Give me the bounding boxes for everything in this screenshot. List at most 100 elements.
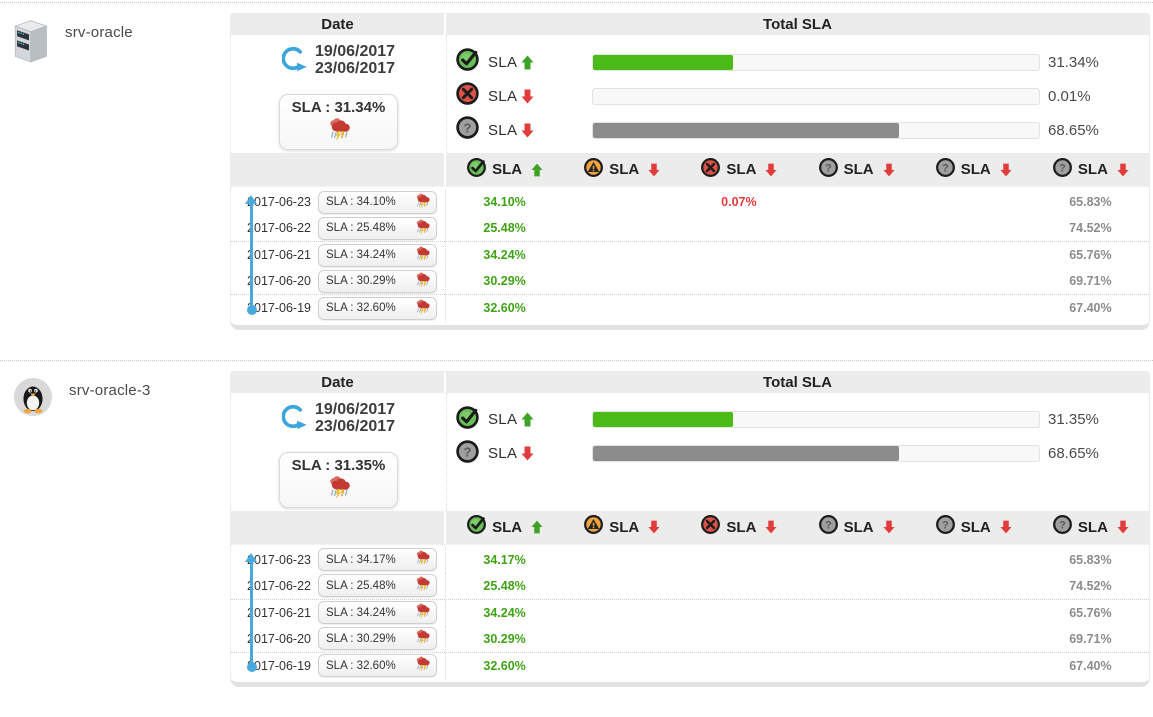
day-sla-value: 34.24% [446, 606, 563, 620]
sla-trend-down-icon [765, 520, 777, 534]
sla-column-header: SLA [563, 153, 680, 186]
day-sla-value: 25.48% [446, 221, 563, 235]
storm-weather-icon [326, 474, 352, 503]
day-sla-badge: SLA : 34.17% [318, 548, 437, 571]
sla-trend-up-icon [531, 520, 543, 534]
day-sla-badge-label: SLA : 25.48% [326, 222, 396, 234]
sla-label: SLA [609, 519, 639, 536]
day-sla-badge-label: SLA : 25.48% [326, 580, 396, 592]
day-sla-badge: SLA : 30.29% [318, 270, 437, 293]
day-sla-badge: SLA : 34.24% [318, 244, 437, 267]
date-range-cell: 19/06/2017 23/06/2017 SLA : 31.34% [231, 35, 446, 153]
sla-column-header: SLA [1032, 153, 1149, 186]
sla-trend-down-icon [1117, 520, 1129, 534]
day-sla-value: 30.29% [446, 632, 563, 646]
day-sla-badge: SLA : 25.48% [318, 574, 437, 597]
sla-progress-bar [592, 445, 1040, 462]
linux-host-icon [7, 373, 55, 417]
sla-trend-down-icon [521, 123, 534, 138]
warning-status-icon [583, 514, 604, 540]
sla-panel: Date Total SLA 19/06/2017 23/06/2017 [230, 13, 1150, 330]
host-block: srv-oracle Date Total SLA 19/06/2017 23 [0, 3, 1153, 330]
sla-column-header: SLA [446, 511, 563, 544]
sla-trend-down-icon [521, 89, 534, 104]
sla-column-header: SLA [446, 153, 563, 186]
day-sla-value: 32.60% [446, 301, 563, 315]
sla-column-header: SLA [680, 153, 797, 186]
unknown-status-icon [818, 514, 839, 540]
sla-trend-up-icon [521, 55, 534, 70]
sla-label: SLA [488, 411, 517, 428]
sla-trend-down-icon [1000, 520, 1012, 534]
date-range: 19/06/2017 23/06/2017 [231, 401, 446, 439]
sla-progress-bar [592, 411, 1040, 428]
warning-status-icon [583, 157, 604, 183]
server-host-icon [7, 15, 51, 63]
sla-percentage: 68.65% [1048, 445, 1099, 462]
sla-label: SLA [492, 161, 522, 178]
day-sla-badge-label: SLA : 30.29% [326, 275, 396, 287]
day-sla-value: 69.71% [1032, 274, 1149, 288]
sla-progress-bar [592, 88, 1040, 105]
sla-label: SLA [492, 519, 522, 536]
sla-trend-down-icon [765, 163, 777, 177]
critical-status-icon [455, 81, 480, 111]
sla-trend-down-icon [883, 520, 895, 534]
day-sla-value: 74.52% [1032, 579, 1149, 593]
compare-dates-icon [282, 401, 308, 439]
date-header-label: Date [321, 16, 354, 33]
day-sla-value: 65.76% [1032, 248, 1149, 262]
sla-label: SLA [1078, 161, 1108, 178]
sla-trend-down-icon [1117, 163, 1129, 177]
sla-progress-fill [593, 55, 733, 70]
day-sla-badge-label: SLA : 34.24% [326, 607, 396, 619]
storm-weather-icon [414, 218, 431, 239]
date-range-cell: 19/06/2017 23/06/2017 SLA : 31.35% [231, 393, 446, 511]
sla-column-header: SLA [680, 511, 797, 544]
day-sla-badge: SLA : 34.24% [318, 601, 437, 624]
sla-progress-bar [592, 54, 1040, 71]
day-sla-badge-label: SLA : 30.29% [326, 633, 396, 645]
sla-label: SLA [961, 161, 991, 178]
day-sla-value: 67.40% [1032, 659, 1149, 673]
host-cell: srv-oracle [0, 13, 230, 330]
sla-trend-down-icon [883, 163, 895, 177]
ok-status-icon [455, 405, 480, 435]
day-sla-value: 25.48% [446, 579, 563, 593]
storm-weather-icon [414, 549, 431, 570]
host-name: srv-oracle-3 [69, 382, 151, 399]
host-cell: srv-oracle-3 [0, 371, 230, 688]
day-sla-badge-label: SLA : 32.60% [326, 660, 396, 672]
total-sla-badge-label: SLA : 31.35% [292, 457, 386, 474]
day-sla-badge-label: SLA : 32.60% [326, 302, 396, 314]
sla-trend-up-icon [521, 412, 534, 427]
ok-status-icon [466, 514, 487, 540]
sla-percentage: 68.65% [1048, 122, 1099, 139]
sla-trend-up-icon [531, 163, 543, 177]
day-sla-badge-label: SLA : 34.10% [326, 196, 396, 208]
storm-weather-icon [414, 192, 431, 213]
sla-progress-fill [593, 446, 899, 461]
unknown-status-icon [455, 115, 480, 145]
day-sla-value: 30.29% [446, 274, 563, 288]
host-block: srv-oracle-3 Date Total SLA 19/06/2017 [0, 361, 1153, 688]
storm-weather-icon [414, 602, 431, 623]
day-sla-value: 32.60% [446, 659, 563, 673]
storm-weather-icon [414, 245, 431, 266]
host-name: srv-oracle [65, 24, 133, 41]
unknown-status-icon [455, 439, 480, 469]
table-header-empty-cell [231, 511, 444, 544]
sla-percentage: 31.34% [1048, 54, 1099, 71]
sla-trend-down-icon [521, 446, 534, 461]
unknown-status-icon [935, 514, 956, 540]
compare-dates-icon [282, 43, 308, 81]
sla-label: SLA [844, 519, 874, 536]
